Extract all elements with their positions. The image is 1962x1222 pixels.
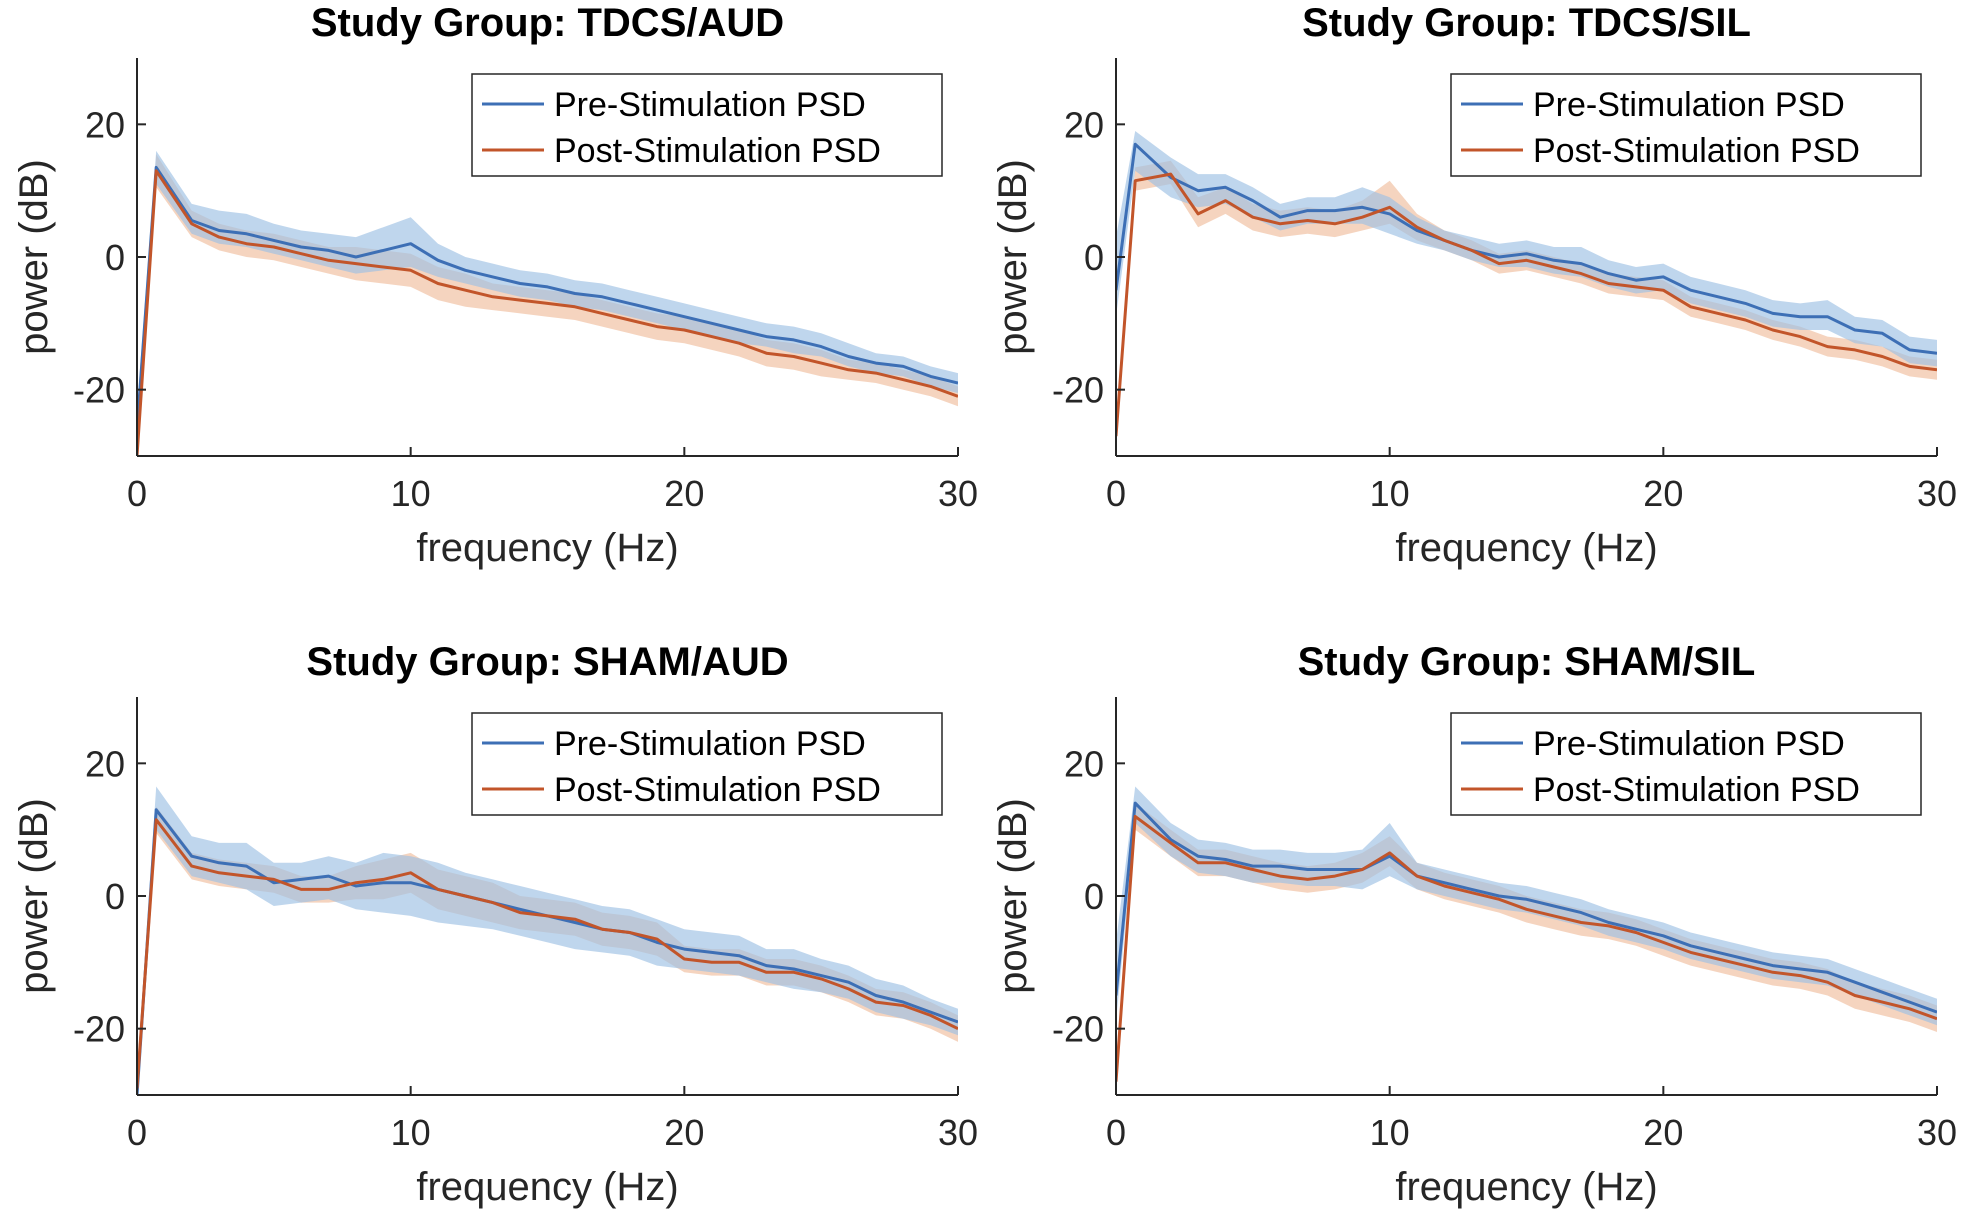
legend-entry: Post-Stimulation PSD [554,132,881,170]
x-axis-label: frequency (Hz) [416,1165,678,1209]
y-tick-label: 0 [1084,876,1104,917]
x-tick-label: 0 [127,1112,147,1153]
legend-box [1450,73,1922,177]
legend: Pre-Stimulation PSD Post-Stimulation PSD [471,73,943,177]
pre-stimulation-psd-line [137,808,958,1095]
y-tick-label: 20 [85,104,125,145]
pre-stimulation-confidence-band [1116,131,1937,367]
x-tick-label: 20 [1643,473,1683,514]
x-tick-label: 10 [1370,1112,1410,1153]
chart-title: Study Group: SHAM/SIL [1298,640,1756,684]
y-tick-label: -20 [1052,370,1104,411]
y-tick-label: 20 [1064,743,1104,784]
legend-entry: Pre-Stimulation PSD [554,86,866,124]
y-axis-label: power (dB) [991,798,1035,994]
post-stimulation-confidence-band [137,154,958,456]
y-tick-label: 20 [85,743,125,784]
y-axis-label: power (dB) [12,798,56,994]
y-tick-label: 0 [1084,237,1104,278]
legend-entry: Post-Stimulation PSD [1533,132,1860,170]
post-stimulation-psd-line [137,818,958,1089]
post-stimulation-confidence-band [137,806,958,1095]
pre-stimulation-psd-line [1116,801,1937,1014]
plot-area [137,786,958,1095]
x-axis-label: frequency (Hz) [1395,1165,1657,1209]
x-tick-label: 0 [1106,1112,1126,1153]
pre-stimulation-confidence-band [137,786,958,1095]
y-tick-label: 0 [105,237,125,278]
post-stimulation-psd-line [1116,814,1937,1082]
x-tick-label: 0 [127,473,147,514]
legend: Pre-Stimulation PSD Post-Stimulation PSD [1450,73,1922,177]
x-tick-label: 20 [664,473,704,514]
chart-title: Study Group: TDCS/AUD [311,1,784,45]
y-tick-label: 0 [105,876,125,917]
legend-box [471,73,943,177]
x-tick-label: 10 [391,473,431,514]
legend: Pre-Stimulation PSD Post-Stimulation PSD [471,712,943,816]
post-stimulation-psd-line [1116,172,1937,437]
x-tick-label: 0 [1106,473,1126,514]
pre-stimulation-psd-line [1116,142,1937,355]
pre-stimulation-psd-line [137,165,958,430]
x-axis-label: frequency (Hz) [416,526,678,570]
legend-entry: Pre-Stimulation PSD [1533,86,1845,124]
pre-stimulation-confidence-band [1116,786,1937,1026]
plot-area [1116,786,1937,1095]
plot-area [137,150,958,456]
chart-title: Study Group: SHAM/AUD [306,640,788,684]
legend-entry: Post-Stimulation PSD [1533,771,1860,809]
x-tick-label: 20 [664,1112,704,1153]
legend: Pre-Stimulation PSD Post-Stimulation PSD [1450,712,1922,816]
plot-area [1116,131,1937,450]
legend-entry: Pre-Stimulation PSD [554,725,866,763]
x-tick-label: 30 [938,473,978,514]
y-tick-label: -20 [73,370,125,411]
x-tick-label: 30 [1917,473,1957,514]
chart-panel-1: 0 10 20 30 -20 0 20 Study Group: TDCS/AUD freque… [12,1,978,570]
post-stimulation-psd-line [137,169,958,456]
legend-entry: Post-Stimulation PSD [554,771,881,809]
x-tick-label: 30 [938,1112,978,1153]
y-tick-label: -20 [73,1009,125,1050]
y-tick-label: -20 [1052,1009,1104,1050]
x-tick-label: 10 [391,1112,431,1153]
chart-title: Study Group: TDCS/SIL [1302,1,1751,45]
y-tick-label: 20 [1064,104,1104,145]
x-tick-label: 10 [1370,473,1410,514]
x-axis-label: frequency (Hz) [1395,526,1657,570]
x-tick-label: 30 [1917,1112,1957,1153]
legend-box [1450,712,1922,816]
x-tick-label: 20 [1643,1112,1683,1153]
legend-box [471,712,943,816]
y-axis-label: power (dB) [12,159,56,355]
chart-panel-2: 0 10 20 30 -20 0 20 Study Group: TDCS/SIL freque… [991,1,1957,570]
y-axis-label: power (dB) [991,159,1035,355]
legend-entry: Pre-Stimulation PSD [1533,725,1845,763]
chart-panel-4: 0 10 20 30 -20 0 20 Study Group: SHAM/SIL freque… [991,640,1957,1209]
post-stimulation-confidence-band [1116,160,1937,450]
chart-panel-3: 0 10 20 30 -20 0 20 Study Group: SHAM/AUD freque… [12,640,978,1209]
